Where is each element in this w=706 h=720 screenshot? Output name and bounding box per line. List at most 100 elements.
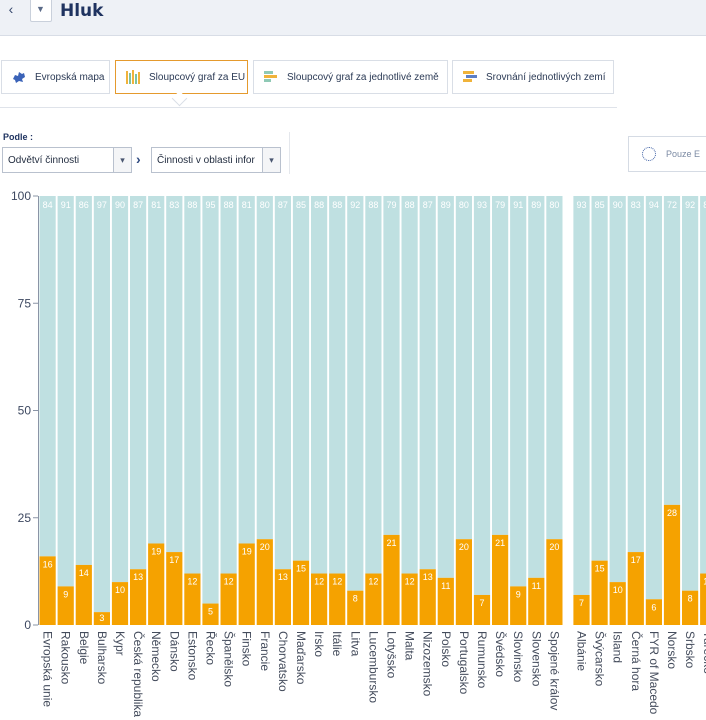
- bar-segment-yes[interactable]: [256, 539, 273, 625]
- bar-segment-yes[interactable]: [473, 594, 491, 625]
- bar-segment-no[interactable]: [437, 196, 454, 578]
- bar-segment-no[interactable]: [609, 196, 626, 583]
- bar-segment-no[interactable]: [473, 196, 491, 595]
- bar-segment-no[interactable]: [682, 196, 699, 591]
- data-label-yes: 10: [613, 585, 623, 595]
- bar-segment-yes[interactable]: [184, 573, 201, 625]
- bar-segment-yes[interactable]: [111, 582, 129, 625]
- bar-segment-yes[interactable]: [546, 539, 563, 625]
- bar-segment-yes[interactable]: [609, 582, 626, 625]
- bar-segment-no[interactable]: [329, 196, 346, 574]
- bar-segment-no[interactable]: [492, 196, 509, 535]
- bar-segment-yes[interactable]: [401, 573, 418, 625]
- x-category-label: Polsko: [439, 631, 453, 667]
- bar-segment-no[interactable]: [455, 196, 472, 540]
- bar-segment-yes[interactable]: [492, 534, 509, 625]
- bar-segment-no[interactable]: [57, 196, 74, 587]
- bar-segment-no[interactable]: [401, 196, 418, 574]
- y-tick-label: 25: [18, 511, 32, 525]
- bar-segment-no[interactable]: [148, 196, 165, 544]
- bar-segment-yes[interactable]: [57, 586, 74, 625]
- data-label-no: 93: [576, 200, 586, 210]
- bar-segment-yes[interactable]: [419, 569, 436, 625]
- tab-eu-bar-chart[interactable]: Sloupcový graf za EU: [115, 60, 248, 94]
- bar-segment-yes[interactable]: [645, 599, 662, 625]
- bar-segment-no[interactable]: [93, 196, 110, 613]
- data-label-yes: 6: [651, 602, 656, 612]
- bar-segment-no[interactable]: [591, 196, 608, 561]
- bar-segment-yes[interactable]: [383, 534, 400, 625]
- bar-segment-no[interactable]: [184, 196, 201, 574]
- bar-segment-no[interactable]: [365, 196, 382, 574]
- bar-segment-no[interactable]: [311, 196, 328, 574]
- bar-segment-yes[interactable]: [329, 573, 346, 625]
- bar-segment-no[interactable]: [573, 196, 590, 595]
- bar-segment-yes[interactable]: [663, 504, 681, 625]
- bar-segment-no[interactable]: [292, 196, 310, 561]
- activity-select[interactable]: Odvětví činnosti ▾: [2, 147, 132, 173]
- bar-segment-no[interactable]: [627, 196, 644, 553]
- bar-segment-yes[interactable]: [682, 590, 699, 625]
- bar-segment-yes[interactable]: [292, 560, 310, 625]
- bar-segment-yes[interactable]: [39, 556, 56, 625]
- bar-segment-no[interactable]: [645, 196, 662, 600]
- bar-segment-yes[interactable]: [365, 573, 382, 625]
- data-label-yes: 12: [314, 577, 324, 587]
- bar-segment-yes[interactable]: [437, 577, 454, 625]
- bar-segment-no[interactable]: [663, 196, 681, 505]
- bar-segment-yes[interactable]: [166, 552, 183, 625]
- comparison-chart-icon: [462, 69, 478, 85]
- bar-segment-yes[interactable]: [700, 573, 706, 625]
- bar-segment-no[interactable]: [39, 196, 56, 557]
- data-label-yes: 7: [479, 598, 484, 608]
- bar-segment-yes[interactable]: [627, 552, 644, 625]
- bar-segment-no[interactable]: [238, 196, 255, 544]
- bar-segment-yes[interactable]: [591, 560, 608, 625]
- bar-segment-no[interactable]: [274, 196, 291, 570]
- bar-segment-yes[interactable]: [510, 586, 527, 625]
- horizontal-bar-chart-icon: [263, 69, 279, 85]
- bar-segment-no[interactable]: [383, 196, 400, 535]
- bar-segment-no[interactable]: [510, 196, 527, 587]
- bar-segment-yes[interactable]: [238, 543, 255, 625]
- data-label-yes: 21: [386, 538, 396, 548]
- tab-country-comparison[interactable]: Srovnání jednotlivých zemí: [452, 60, 614, 94]
- bar-segment-yes[interactable]: [202, 603, 219, 625]
- bar-segment-yes[interactable]: [347, 590, 364, 625]
- bar-segment-yes[interactable]: [220, 573, 237, 625]
- x-category-label: Turecko: [701, 631, 706, 674]
- bar-segment-no[interactable]: [166, 196, 183, 553]
- bar-segment-yes[interactable]: [274, 569, 291, 625]
- bar-segment-yes[interactable]: [148, 543, 165, 625]
- bar-segment-no[interactable]: [546, 196, 563, 540]
- tab-country-bar-chart[interactable]: Sloupcový graf za jednotlivé země: [253, 60, 448, 94]
- tab-european-map[interactable]: Evropská mapa: [1, 60, 110, 94]
- bar-segment-yes[interactable]: [130, 569, 147, 625]
- bar-segment-no[interactable]: [220, 196, 237, 574]
- bar-segment-yes[interactable]: [93, 612, 110, 625]
- bar-segment-yes[interactable]: [311, 573, 328, 625]
- bar-segment-no[interactable]: [419, 196, 436, 570]
- data-label-yes: 17: [631, 555, 641, 565]
- eu-only-toggle[interactable]: Pouze E: [628, 136, 706, 172]
- sub-activity-select[interactable]: Činnosti v oblasti infor ▾: [151, 147, 281, 173]
- select-value: Odvětví činnosti: [8, 154, 80, 166]
- bar-segment-no[interactable]: [202, 196, 219, 604]
- data-label-yes: 15: [296, 564, 306, 574]
- bar-segment-no[interactable]: [700, 196, 706, 574]
- bar-segment-yes[interactable]: [573, 594, 590, 625]
- bar-segment-yes[interactable]: [528, 577, 545, 625]
- bar-segment-no[interactable]: [256, 196, 273, 540]
- data-label-no: 85: [595, 200, 605, 210]
- bar-segment-no[interactable]: [75, 196, 92, 565]
- bar-segment-no[interactable]: [130, 196, 147, 570]
- bar-segment-no[interactable]: [528, 196, 545, 578]
- menu-button[interactable]: ▼: [30, 0, 52, 22]
- back-arrow-icon[interactable]: ‹: [8, 1, 14, 17]
- chevron-down-icon[interactable]: ▾: [113, 148, 131, 172]
- bar-segment-yes[interactable]: [75, 564, 92, 625]
- bar-segment-yes[interactable]: [455, 539, 472, 625]
- chevron-down-icon[interactable]: ▾: [262, 148, 280, 172]
- bar-segment-no[interactable]: [111, 196, 129, 583]
- bar-segment-no[interactable]: [347, 196, 364, 591]
